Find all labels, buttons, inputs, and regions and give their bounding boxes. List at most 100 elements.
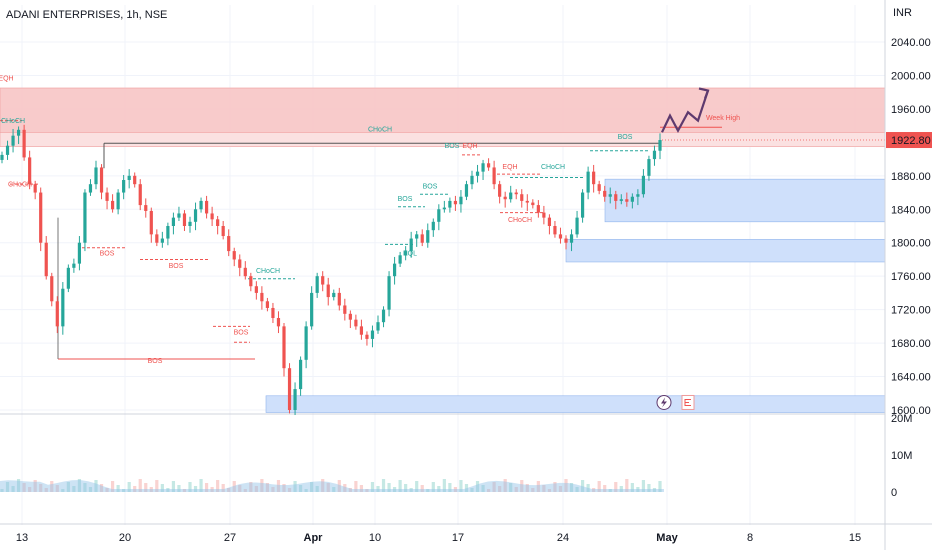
- volume-bar: [520, 480, 524, 492]
- chart-title: ADANI ENTERPRISES, 1h, NSE: [6, 9, 167, 21]
- candle-body: [16, 129, 21, 136]
- candle-body: [503, 196, 507, 200]
- volume-bar: [614, 482, 618, 492]
- volume-bar: [144, 483, 148, 492]
- candle-body: [592, 171, 596, 185]
- candle-body: [72, 263, 76, 268]
- volume-bar: [155, 480, 159, 492]
- candle-body: [381, 309, 386, 323]
- structure-label: Week High: [706, 115, 740, 122]
- volume-bar: [636, 487, 640, 492]
- earnings-glyph: [684, 398, 691, 406]
- structure-label: CHoCH: [1, 118, 25, 125]
- volume-tick-label: 0: [891, 487, 897, 499]
- currency-label: INR: [893, 7, 912, 19]
- time-tick-label: May: [656, 532, 678, 544]
- volume-bar: [415, 481, 419, 492]
- demand-zone-lower: [265, 395, 886, 413]
- price-axis[interactable]: 2040.002000.001960.001920.001880.001840.…: [884, 0, 932, 550]
- volume-bar: [498, 486, 502, 492]
- volume-bar: [652, 488, 657, 492]
- candle-body: [636, 194, 640, 197]
- candle-body: [404, 251, 408, 256]
- candle-body: [144, 205, 148, 211]
- candle-body: [127, 175, 131, 180]
- volume-bar: [50, 481, 54, 492]
- candle-body: [326, 284, 330, 298]
- candle-body: [50, 276, 54, 302]
- candle-body: [199, 200, 203, 210]
- volume-bar: [55, 485, 59, 492]
- volume-bar: [182, 489, 187, 492]
- volume-bar: [514, 487, 518, 492]
- candle-body: [348, 313, 352, 320]
- price-tick-label: 2040.00: [891, 37, 931, 49]
- volume-bar: [77, 479, 82, 492]
- volume-bar: [586, 484, 590, 492]
- candle-body: [630, 196, 634, 202]
- volume-bar: [72, 486, 76, 492]
- price-tick-label: 1600.00: [891, 405, 931, 417]
- candle-body: [304, 326, 308, 360]
- candle-body: [265, 301, 270, 308]
- time-axis[interactable]: 13 20 27 Apr 10 17 24 May 8 15: [0, 523, 932, 544]
- volume-bar: [376, 486, 380, 492]
- candle-body: [193, 209, 198, 222]
- candles-layer: [0, 124, 662, 416]
- candle-body: [376, 322, 380, 331]
- volume-bar: [133, 486, 137, 492]
- volume-bar: [387, 483, 391, 492]
- candle-body: [470, 175, 474, 185]
- candle-body: [343, 305, 347, 314]
- time-tick-label: 27: [224, 532, 236, 544]
- structure-label: BOS: [169, 263, 184, 270]
- volume-bar: [564, 479, 568, 492]
- volume-bar: [22, 483, 26, 492]
- structure-label: CHoCH: [368, 126, 392, 133]
- candle-body: [210, 213, 214, 220]
- volume-bar: [641, 480, 646, 492]
- candle-body: [83, 192, 87, 243]
- volume-bar: [276, 480, 281, 492]
- candle-body: [370, 330, 375, 339]
- volume-bar: [658, 481, 662, 492]
- volume-bar: [171, 481, 176, 492]
- candle-body: [39, 192, 43, 243]
- volume-bar: [122, 489, 126, 492]
- candle-body: [354, 319, 358, 327]
- volume-bar: [238, 485, 242, 492]
- candle-body: [166, 226, 170, 239]
- volume-bar: [127, 482, 131, 492]
- time-tick-label: 8: [747, 532, 753, 544]
- volume-bar: [83, 483, 87, 492]
- candle-body: [249, 276, 253, 287]
- candle-body: [293, 389, 297, 410]
- time-tick-label: 13: [16, 532, 28, 544]
- candle-body: [321, 276, 325, 285]
- volume-bar: [110, 481, 115, 492]
- candle-body: [431, 221, 435, 231]
- volume-bar: [437, 486, 441, 492]
- candle-body: [442, 207, 446, 210]
- candle-body: [486, 163, 491, 168]
- volume-bar: [227, 488, 231, 492]
- volume-bar: [287, 488, 292, 492]
- candle-body: [216, 219, 220, 226]
- last-price-label: 1922.80: [891, 135, 931, 147]
- candle-body: [398, 255, 402, 264]
- projection-path: [661, 90, 710, 133]
- candle-body: [569, 234, 574, 243]
- candle-body: [105, 192, 109, 201]
- volume-bar: [608, 489, 612, 492]
- candle-body: [182, 213, 187, 226]
- candle-body: [310, 292, 314, 327]
- candle-body: [536, 205, 540, 213]
- candle-body: [88, 184, 93, 193]
- candle-body: [61, 288, 65, 327]
- volume-bar: [337, 480, 341, 492]
- candle-body: [5, 145, 10, 155]
- candle-body: [619, 199, 623, 201]
- volume-bar: [630, 483, 634, 492]
- volume-bar: [558, 486, 563, 492]
